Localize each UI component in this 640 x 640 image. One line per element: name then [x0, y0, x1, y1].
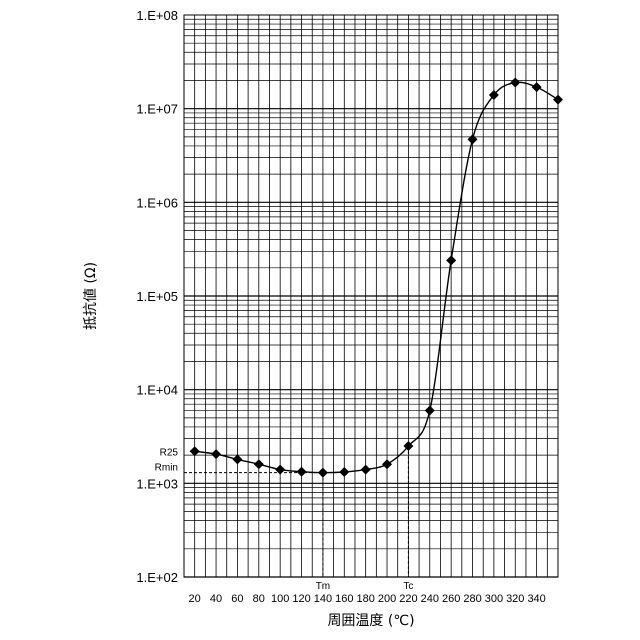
x-tick-label: 80	[253, 593, 265, 605]
data-point-marker	[510, 78, 520, 88]
y-tick-label: 1.E+06	[136, 195, 178, 210]
x-tick-label: 340	[527, 593, 545, 605]
data-point-marker	[211, 449, 221, 459]
tm-label: Tm	[316, 581, 330, 592]
data-point-marker	[468, 134, 478, 144]
x-tick-label: 320	[506, 593, 524, 605]
x-tick-label: 120	[292, 593, 310, 605]
x-tick-label: 180	[356, 593, 374, 605]
x-axis-ticks: 20 40 60 80 100120 140160180 200220 240260280 30…	[189, 593, 546, 605]
y-tick-label: 1.E+08	[136, 8, 178, 23]
x-tick-label: 280	[463, 593, 481, 605]
r25-label: R25	[160, 447, 179, 458]
data-point-marker	[339, 467, 349, 477]
x-tick-label: 140	[314, 593, 332, 605]
y-tick-label: 1.E+02	[136, 570, 178, 585]
y-tick-label: 1.E+03	[136, 476, 178, 491]
y-axis-ticks: 1.E+02 1.E+03 1.E+04 1.E+05 1.E+06 1.E+07 1.E+…	[136, 8, 178, 585]
data-point-marker	[232, 454, 242, 464]
data-point-marker	[425, 405, 435, 415]
rmin-label: Rmin	[155, 463, 178, 474]
x-tick-label: 40	[210, 593, 222, 605]
y-tick-label: 1.E+04	[136, 383, 178, 398]
tc-label: Tc	[403, 581, 413, 592]
data-point-marker	[190, 446, 200, 456]
x-tick-label: 100	[271, 593, 289, 605]
data-point-marker	[532, 82, 542, 92]
data-point-marker	[361, 465, 371, 475]
y-tick-label: 1.E+07	[136, 102, 178, 117]
y-axis-label: 抵抗値 (Ω)	[83, 262, 99, 330]
data-point-marker	[446, 255, 456, 265]
x-tick-label: 220	[399, 593, 417, 605]
x-axis-label: 周囲温度 (℃)	[327, 613, 414, 629]
data-point-marker	[254, 459, 264, 469]
x-tick-label: 240	[421, 593, 439, 605]
x-tick-label: 260	[442, 593, 460, 605]
grid	[184, 15, 558, 577]
x-tick-label: 160	[335, 593, 353, 605]
y-tick-label: 1.E+05	[136, 289, 178, 304]
x-tick-label: 200	[378, 593, 396, 605]
x-tick-label: 300	[485, 593, 503, 605]
data-point-marker	[297, 467, 307, 477]
data-point-marker	[382, 459, 392, 469]
x-tick-label: 60	[231, 593, 243, 605]
data-point-marker	[318, 468, 328, 478]
data-point-marker	[553, 95, 563, 105]
x-tick-label: 20	[189, 593, 201, 605]
